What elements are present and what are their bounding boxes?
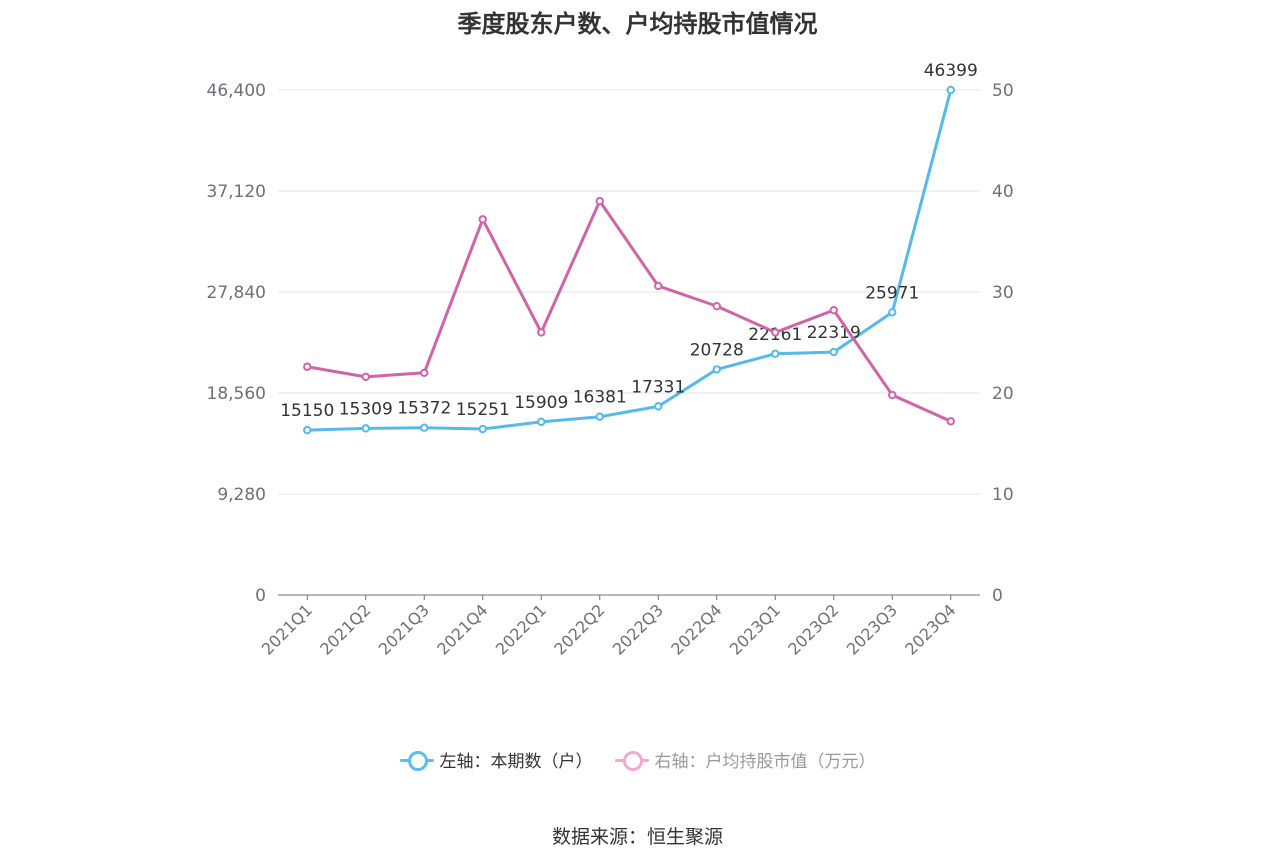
data-point <box>303 425 312 435</box>
x-axis-tick-label: 2022Q3 <box>609 600 667 658</box>
data-point <box>829 305 838 315</box>
series-line-0 <box>307 89 953 432</box>
legend-marker-icon <box>399 750 434 771</box>
right-axis-tick-label: 50 <box>992 81 1014 101</box>
data-label: 15372 <box>397 399 451 419</box>
data-point <box>478 215 487 224</box>
left-axis-tick-label: 27,840 <box>207 283 266 303</box>
left-axis-tick-label: 37,120 <box>207 182 266 202</box>
x-axis-tick-label: 2021Q3 <box>375 600 433 658</box>
data-point <box>654 281 663 291</box>
x-axis-tick-label: 2023Q3 <box>843 600 901 658</box>
right-axis-tick-label: 30 <box>992 283 1014 303</box>
data-label: 15909 <box>514 393 568 413</box>
data-point <box>303 362 312 371</box>
x-axis-tick-label: 2022Q1 <box>492 600 550 658</box>
left-axis-tick-label: 46,400 <box>207 81 266 101</box>
left-axis-tick-label: 18,560 <box>207 384 266 404</box>
left-axis-tick-label: 9,280 <box>217 485 266 505</box>
x-axis-tick-label: 2023Q1 <box>726 600 784 658</box>
x-axis-tick-label: 2021Q2 <box>316 600 374 658</box>
legend-label-avg-value: 右轴：户均持股市值（万元） <box>654 752 876 772</box>
data-label: 46399 <box>924 61 978 81</box>
data-point <box>478 424 487 434</box>
right-axis-tick-label: 40 <box>992 182 1014 202</box>
data-label: 17331 <box>631 377 685 397</box>
data-point <box>829 347 838 357</box>
right-axis-tick-label: 10 <box>992 485 1014 505</box>
series-line-1 <box>306 199 952 423</box>
data-point <box>712 365 721 374</box>
data-label: 15309 <box>339 399 393 419</box>
x-axis-tick-label: 2022Q4 <box>667 600 725 658</box>
data-point <box>712 301 721 311</box>
x-axis-tick-label: 2021Q4 <box>433 600 491 658</box>
chart-legend: 左轴：本期数（户） 右轴：户均持股市值（万元） <box>0 747 1275 772</box>
data-point <box>654 402 663 411</box>
chart-title: 季度股东户数、户均持股市值情况 <box>457 10 818 38</box>
x-axis-tick-label: 2023Q2 <box>784 600 842 658</box>
data-label: 15150 <box>280 401 334 421</box>
data-source: 数据来源：恒生聚源 <box>551 826 723 848</box>
data-point <box>595 412 604 421</box>
data-label: 16381 <box>573 388 627 408</box>
legend-item-holders[interactable]: 左轴：本期数（户） <box>399 747 593 772</box>
data-point <box>946 417 955 426</box>
data-point <box>595 196 604 206</box>
x-axis-tick-label: 2023Q4 <box>901 600 959 658</box>
data-point <box>420 368 429 377</box>
data-point <box>361 372 370 382</box>
data-label: 20728 <box>690 340 744 360</box>
data-label: 15251 <box>456 400 510 420</box>
data-label: 25971 <box>865 283 919 303</box>
left-axis-tick-label: 0 <box>255 586 266 606</box>
data-point <box>361 424 370 433</box>
legend-item-avg-value[interactable]: 右轴：户均持股市值（万元） <box>614 747 876 772</box>
data-point <box>888 390 897 400</box>
x-axis-tick-label: 2021Q1 <box>258 600 316 658</box>
data-point <box>537 328 546 337</box>
data-point <box>771 328 780 337</box>
data-point <box>946 85 955 95</box>
x-axis-tick-label: 2022Q2 <box>550 600 608 658</box>
legend-marker-icon <box>614 750 649 771</box>
legend-label-holders: 左轴：本期数（户） <box>439 752 593 772</box>
right-axis-tick-label: 20 <box>992 384 1014 404</box>
data-point <box>537 417 546 427</box>
right-axis-tick-label: 0 <box>992 586 1003 606</box>
data-point <box>771 349 780 359</box>
data-point <box>420 423 429 432</box>
data-point <box>888 308 897 317</box>
